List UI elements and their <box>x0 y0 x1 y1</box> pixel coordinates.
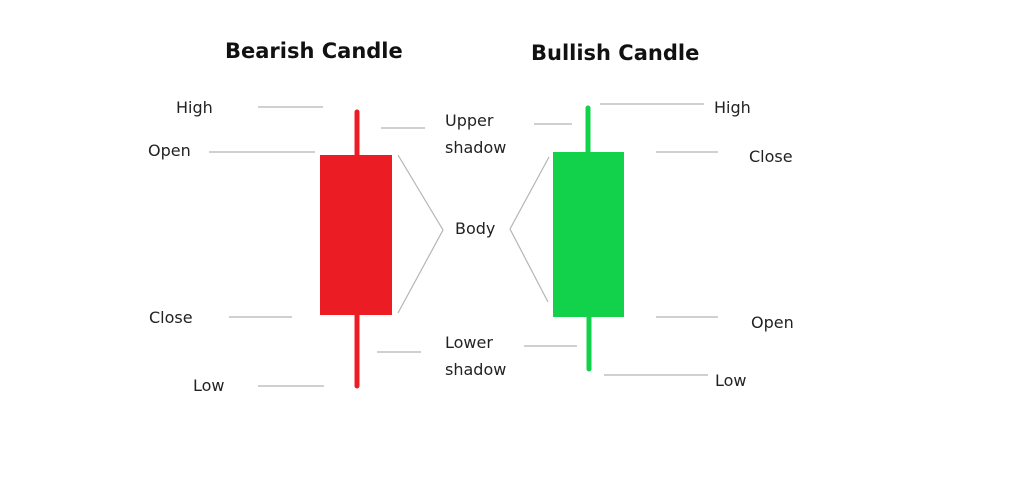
bearish-close-label: Close <box>149 308 193 327</box>
bullish-body <box>553 152 624 317</box>
upper-shadow-label-line2: shadow <box>445 138 507 157</box>
bearish-open-label: Open <box>148 141 191 160</box>
body-bracket-left <box>397 154 444 314</box>
bullish-high-label: High <box>714 98 751 117</box>
bullish-leader-lines <box>600 103 718 376</box>
upper-shadow-label-line1: Upper <box>445 111 494 130</box>
center-leader-lines <box>377 123 577 353</box>
bearish-leader-lines <box>209 106 324 387</box>
bearish-low-label: Low <box>193 376 225 395</box>
bearish-title: Bearish Candle <box>225 39 403 63</box>
bullish-title: Bullish Candle <box>531 41 700 65</box>
lower-shadow-label-line1: Lower <box>445 333 493 352</box>
bullish-open-label: Open <box>751 313 794 332</box>
bullish-low-label: Low <box>715 371 747 390</box>
bearish-high-label: High <box>176 98 213 117</box>
lower-shadow-label-line2: shadow <box>445 360 507 379</box>
bullish-close-label: Close <box>749 147 793 166</box>
body-bracket-right <box>509 156 550 303</box>
body-label: Body <box>455 219 496 238</box>
bearish-body <box>320 155 392 315</box>
